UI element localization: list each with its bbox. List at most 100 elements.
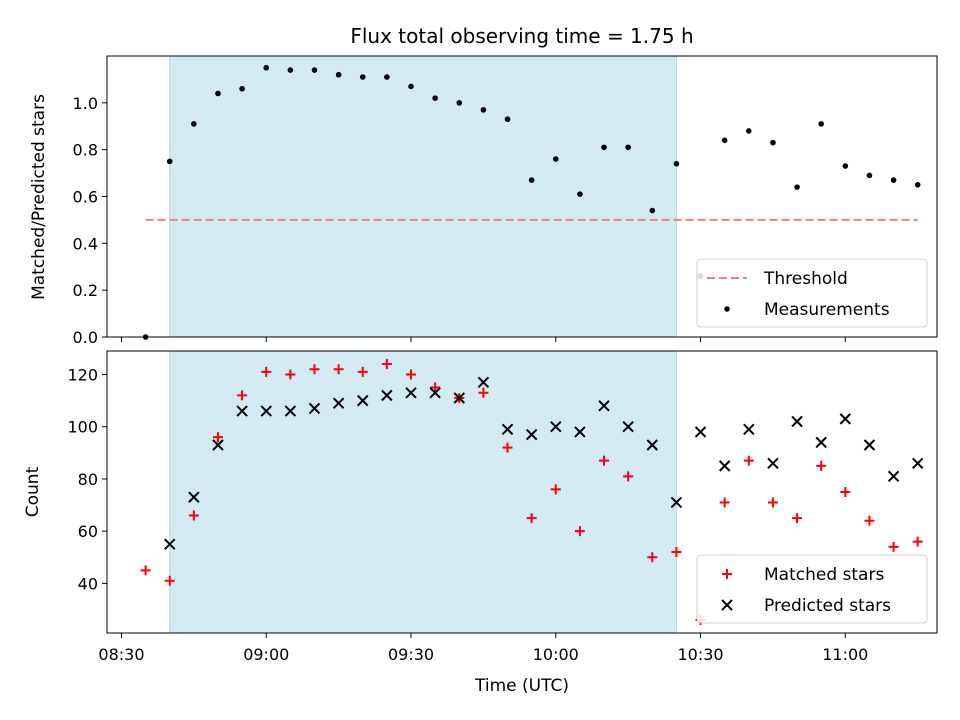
- predicted-stars-point: [743, 423, 755, 436]
- measurement-point: [721, 137, 728, 144]
- measurement-point: [191, 121, 197, 127]
- predicted-stars-point: [839, 413, 852, 425]
- y-tick-label: 120: [67, 366, 98, 385]
- matched-stars-point: [478, 387, 489, 398]
- predicted-stars-point: [381, 389, 393, 402]
- measurement-point: [673, 160, 680, 167]
- predicted-stars-point: [694, 426, 707, 438]
- measurement-point: [335, 71, 342, 78]
- x-tick-label: 10:00: [533, 645, 579, 664]
- matched-stars-point: [285, 369, 296, 380]
- legend-box: [696, 258, 928, 328]
- measurement-point: [504, 116, 511, 123]
- measurement-point: [866, 172, 873, 179]
- matched-stars-point: [406, 369, 417, 380]
- measurement-point: [842, 163, 849, 169]
- matched-stars-point: [309, 364, 320, 375]
- measurement-point: [552, 156, 559, 162]
- predicted-stars-point: [911, 457, 924, 469]
- measurement-point: [649, 207, 656, 214]
- observing-window-span: [169, 351, 677, 633]
- predicted-stars-point: [622, 421, 634, 433]
- observing-window-span: [169, 56, 677, 337]
- predicted-stars-point: [405, 387, 417, 399]
- legend-label: Measurements: [764, 300, 890, 320]
- matched-stars-point: [792, 513, 803, 524]
- matched-stars-point: [840, 487, 851, 497]
- predicted-stars-point: [598, 400, 610, 412]
- matched-stars-point: [719, 497, 730, 508]
- matched-stars-point: [888, 541, 899, 552]
- x-tick-label: 09:00: [243, 645, 289, 664]
- matched-stars-point: [816, 460, 827, 471]
- legend-matched-swatch: [722, 569, 732, 579]
- predicted-stars-point: [236, 405, 248, 417]
- ratio-panel: 0.0 0.2 0.4 0.6 0.8 1.0 Matched/Predicted star…: [29, 55, 938, 347]
- matched-stars-point: [599, 455, 610, 466]
- measurement-point: [746, 128, 752, 134]
- matched-stars-point: [550, 484, 561, 495]
- legend-label: Matched stars: [764, 565, 884, 585]
- x-tick-label: 09:30: [388, 645, 434, 664]
- measurement-point: [263, 64, 270, 71]
- measurement-point: [166, 158, 173, 165]
- predicted-stars-point: [574, 426, 586, 438]
- predicted-stars-point: [164, 538, 176, 550]
- matched-stars-point: [237, 390, 248, 401]
- matched-stars-point: [212, 432, 223, 443]
- predicted-stars-point: [646, 439, 658, 451]
- measurement-point: [456, 100, 463, 106]
- matched-stars-point: [574, 526, 585, 537]
- predicted-stars-point: [550, 421, 562, 433]
- measurement-point: [359, 74, 366, 80]
- measurement-point: [890, 177, 897, 183]
- y-axis-label: Count: [23, 466, 43, 517]
- matched-stars-point: [912, 536, 923, 547]
- matched-stars-point: [671, 547, 682, 558]
- predicted-stars-point: [188, 491, 200, 503]
- matched-stars-point: [502, 442, 513, 453]
- measurement-point: [818, 121, 824, 127]
- predicted-stars-point: [284, 405, 297, 417]
- predicted-stars-point: [453, 392, 465, 404]
- matched-stars-point: [526, 513, 537, 524]
- predicted-stars-point: [477, 376, 490, 389]
- predicted-stars-point: [863, 439, 876, 451]
- predicted-stars-point: [815, 436, 827, 449]
- legend-label: Threshold: [763, 269, 848, 289]
- measurement-point: [914, 181, 921, 188]
- x-tick-label: 08:30: [98, 645, 144, 664]
- matched-stars-point: [381, 359, 392, 370]
- matched-stars-point: [333, 364, 344, 375]
- measurement-point: [432, 95, 438, 101]
- measurement-point: [625, 144, 631, 151]
- y-tick-label: 0.0: [73, 328, 98, 347]
- matched-stars-point: [188, 510, 199, 521]
- predicted-stars-point: [887, 470, 900, 483]
- legend-label: Predicted stars: [764, 596, 891, 616]
- legend-box: [696, 554, 928, 624]
- count-panel: 40 60 80 100 120 08:30 09:00 09:30 10:00 10:30 11:…: [23, 350, 938, 664]
- measurement-point: [577, 191, 583, 197]
- predicted-stars-point: [332, 397, 345, 409]
- matched-stars-point: [357, 366, 368, 377]
- predicted-stars-point: [429, 387, 441, 399]
- predicted-stars-point: [501, 423, 514, 436]
- chart-title: Flux total observing time = 1.75 h: [350, 24, 693, 48]
- y-tick-label: 0.4: [73, 234, 98, 253]
- y-axis-label: Matched/Predicted stars: [29, 94, 49, 300]
- matched-stars-point: [647, 552, 658, 563]
- measurement-point: [480, 107, 487, 113]
- measurement-point: [287, 67, 294, 73]
- measurement-point: [239, 85, 245, 92]
- y-tick-label: 0.8: [73, 141, 98, 160]
- predicted-stars-point: [212, 439, 224, 451]
- axes-frame: [106, 350, 938, 634]
- matched-stars-point: [430, 382, 441, 393]
- legend-predicted-swatch: [721, 599, 733, 611]
- y-tick-label: 0.2: [73, 281, 98, 300]
- matched-stars-point: [743, 455, 754, 466]
- matched-stars-point: [140, 565, 151, 576]
- measurement-point: [601, 144, 607, 151]
